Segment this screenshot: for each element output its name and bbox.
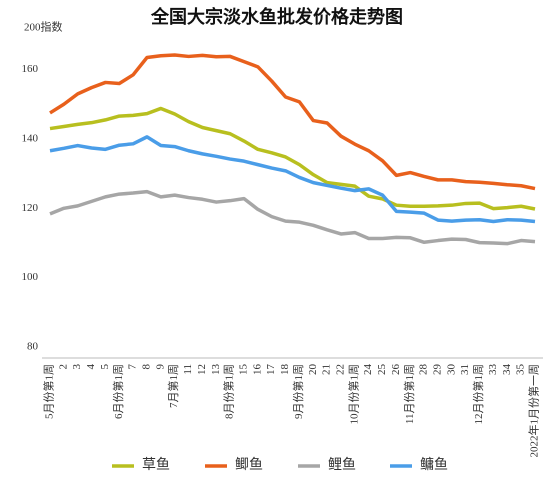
x-tick-label: 5月份第1周 [42,364,56,419]
y-tick-label: 120 [22,202,39,214]
x-tick-label: 3 [71,364,83,370]
x-tick-label: 17 [265,364,277,376]
x-tick-label: 28 [418,364,430,376]
x-tick-label: 13 [210,364,222,376]
x-tick-label: 11 [182,364,194,375]
y-axis-label: 200指数 [24,20,63,34]
chart-title: 全国大宗淡水鱼批发价格走势图 [150,6,403,27]
x-tick-label: 29 [432,364,444,376]
x-tick-label: 24 [362,364,374,376]
legend-label: 鳙鱼 [420,456,448,473]
x-tick-label: 11月份第1周 [402,364,416,424]
y-tick-label: 140 [22,132,39,144]
x-tick-label: 5 [99,364,111,370]
x-tick-label: 34 [501,364,513,376]
x-tick-label: 9 [154,364,166,370]
x-tick-label: 4 [85,364,97,370]
x-tick-label: 35 [515,364,527,376]
x-tick-label: 18 [279,364,291,376]
x-tick-label: 16 [251,364,263,376]
y-tick-label: 100 [22,271,39,283]
x-tick-label: 22 [335,364,347,375]
x-tick-label: 10月份第1周 [346,364,360,425]
x-tick-label: 9月份第1周 [291,364,305,419]
legend-label: 鲤鱼 [328,456,356,473]
x-tick-label: 2022年1月份第一周 [527,364,541,458]
x-tick-label: 2 [57,364,69,370]
y-tick-label: 160 [22,63,39,75]
series-line [49,53,536,191]
x-tick-label: 31 [459,364,471,375]
x-tick-label: 21 [321,364,333,375]
x-tick-label: 12月份第1周 [471,364,485,425]
x-tick-label: 26 [390,364,402,376]
x-tick-label: 7月第1周 [166,364,180,408]
series-line [49,106,536,211]
series-line [49,135,536,224]
x-tick-label: 15 [238,364,250,376]
x-tick-label: 8 [141,364,153,370]
x-tick-label: 6月份第1周 [111,364,125,419]
x-tick-label: 7 [127,364,139,370]
x-tick-label: 25 [376,364,388,376]
x-tick-label: 33 [487,364,499,376]
legend-label: 草鱼 [142,456,170,473]
legend-label: 鲫鱼 [235,456,263,473]
x-tick-label: 12 [196,364,208,375]
x-tick-label: 8月份第1周 [222,364,236,419]
x-tick-label: 30 [445,364,457,376]
series-line [49,189,536,246]
y-tick-label: 80 [27,341,39,353]
x-tick-label: 20 [307,364,319,376]
